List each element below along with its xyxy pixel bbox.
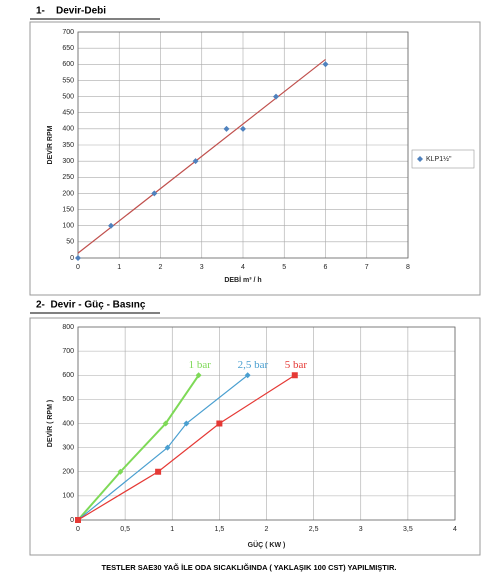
legend-marker	[417, 156, 423, 162]
point	[117, 468, 124, 475]
x-tick-label: 5	[282, 264, 286, 271]
y-tick-label: 400	[62, 420, 74, 427]
point	[223, 125, 230, 132]
y-tick-label: 100	[62, 493, 74, 500]
y-tick-label: 350	[62, 142, 74, 149]
y-tick-label: 50	[66, 239, 74, 246]
y-tick-label: 500	[62, 93, 74, 100]
line	[77, 374, 296, 521]
chart-frame	[29, 21, 481, 296]
point	[195, 372, 202, 379]
point	[155, 468, 162, 475]
y-tick-label: 250	[62, 174, 74, 181]
y-tick-label: 500	[62, 396, 74, 403]
y-tick-label: 650	[62, 45, 74, 52]
point	[322, 61, 329, 68]
x-axis-label: DEBİ m³ / h	[224, 276, 261, 284]
y-tick-label: 400	[62, 126, 74, 133]
point	[183, 420, 190, 427]
y-tick-label: 200	[62, 469, 74, 476]
point	[244, 372, 251, 379]
x-tick-label: 6	[324, 264, 328, 271]
y-tick-label: 700	[62, 348, 74, 355]
point	[273, 93, 279, 100]
x-tick-label: 2	[159, 264, 163, 271]
series-label: 5 bar	[285, 359, 308, 371]
x-tick-label: 7	[365, 264, 369, 271]
y-tick-label: 600	[62, 61, 74, 68]
chart-frame	[29, 317, 481, 556]
x-tick-label: 1,5	[215, 526, 225, 533]
y-tick-label: 0	[70, 255, 74, 262]
x-tick-label: 2	[265, 526, 269, 533]
chart-title: 2- Devir - Güç - Basınç	[36, 300, 146, 311]
point	[192, 158, 199, 165]
plot-area	[77, 31, 409, 259]
y-tick-label: 800	[62, 324, 74, 331]
point	[75, 517, 81, 523]
x-tick-label: 8	[406, 264, 410, 271]
x-tick-label: 3	[200, 264, 204, 271]
point	[164, 444, 171, 451]
legend-box	[411, 149, 475, 169]
y-tick-label: 200	[62, 190, 74, 197]
x-tick-label: 0	[76, 264, 80, 271]
chart-title: 1- Devir-Debi	[36, 6, 106, 17]
x-tick-label: 4	[453, 526, 457, 533]
line	[77, 58, 326, 254]
x-tick-label: 2,5	[309, 526, 319, 533]
point	[151, 190, 158, 197]
x-tick-label: 3	[359, 526, 363, 533]
y-tick-label: 550	[62, 77, 74, 84]
y-tick-label: 150	[62, 206, 74, 213]
point	[291, 372, 298, 379]
plot-area	[77, 326, 456, 521]
y-axis-label: DEVİR ( RPM )	[46, 400, 54, 447]
series-label: 1 bar	[189, 359, 212, 371]
x-tick-label: 0,5	[120, 526, 130, 533]
y-tick-label: 700	[62, 29, 74, 36]
line	[77, 374, 200, 521]
y-tick-label: 0	[70, 517, 74, 524]
x-tick-label: 1	[170, 526, 174, 533]
point	[216, 420, 223, 427]
point	[162, 420, 169, 427]
x-tick-label: 4	[241, 264, 245, 271]
x-axis-label: GÜÇ ( KW )	[248, 540, 286, 549]
x-tick-label: 1	[117, 264, 121, 271]
y-tick-label: 450	[62, 110, 74, 117]
series-label: 2,5 bar	[238, 359, 269, 371]
y-axis-label: DEVİR RPM	[46, 125, 54, 164]
point	[108, 222, 114, 229]
line	[77, 374, 249, 521]
y-tick-label: 100	[62, 223, 74, 230]
footer-note: TESTLER SAE30 YAĞ İLE ODA SICAKLIĞINDA (…	[102, 563, 397, 572]
point	[240, 125, 246, 132]
x-tick-label: 0	[76, 526, 80, 533]
y-tick-label: 300	[62, 158, 74, 165]
point	[75, 255, 81, 261]
legend-label: KLP1½"	[426, 155, 452, 163]
y-tick-label: 300	[62, 444, 74, 451]
x-tick-label: 3,5	[403, 526, 413, 533]
y-tick-label: 600	[62, 372, 74, 379]
